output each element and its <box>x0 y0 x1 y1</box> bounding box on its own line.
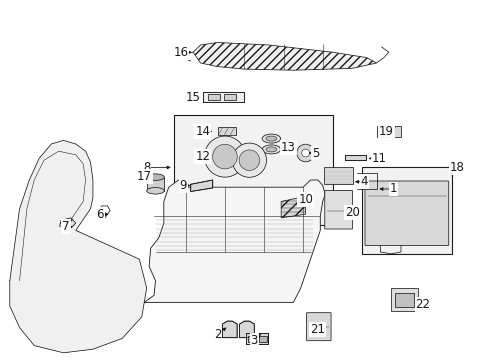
Circle shape <box>212 144 237 169</box>
Bar <box>259 336 266 342</box>
Text: 16: 16 <box>173 46 188 59</box>
Bar <box>394 293 413 307</box>
Text: 5: 5 <box>311 147 319 159</box>
Text: 3: 3 <box>250 334 258 347</box>
Text: 10: 10 <box>298 193 312 206</box>
Ellipse shape <box>146 188 164 194</box>
Polygon shape <box>281 196 305 218</box>
Polygon shape <box>60 218 76 230</box>
Bar <box>248 336 255 342</box>
Bar <box>173 115 332 225</box>
Circle shape <box>232 143 266 177</box>
Bar <box>224 94 236 100</box>
Ellipse shape <box>265 136 276 141</box>
Text: 18: 18 <box>449 161 464 174</box>
Circle shape <box>296 144 314 162</box>
Bar <box>390 288 417 311</box>
Circle shape <box>204 136 245 177</box>
Text: 22: 22 <box>415 298 429 311</box>
Ellipse shape <box>262 145 280 154</box>
Text: 13: 13 <box>281 141 295 154</box>
Text: 9: 9 <box>179 179 187 192</box>
Polygon shape <box>239 321 254 338</box>
Polygon shape <box>193 42 376 70</box>
Text: 15: 15 <box>185 91 200 104</box>
Text: 17: 17 <box>137 170 151 183</box>
Text: 1: 1 <box>389 183 397 195</box>
Text: 4: 4 <box>360 175 367 188</box>
Text: 14: 14 <box>195 125 210 138</box>
Polygon shape <box>203 92 244 102</box>
Text: 2: 2 <box>213 328 221 341</box>
Polygon shape <box>190 180 212 192</box>
Ellipse shape <box>146 174 164 180</box>
Bar <box>217 127 236 135</box>
Text: 6: 6 <box>96 208 104 221</box>
FancyBboxPatch shape <box>364 181 448 246</box>
Text: 7: 7 <box>62 220 70 233</box>
Ellipse shape <box>265 147 276 152</box>
Text: 21: 21 <box>310 323 325 336</box>
FancyBboxPatch shape <box>306 313 330 341</box>
Polygon shape <box>144 180 325 302</box>
Bar <box>146 177 164 191</box>
Text: 20: 20 <box>344 206 359 219</box>
Text: 11: 11 <box>371 152 386 165</box>
Bar <box>207 94 220 100</box>
Polygon shape <box>10 140 146 353</box>
Bar <box>376 126 400 137</box>
Circle shape <box>301 149 309 157</box>
Polygon shape <box>222 321 237 338</box>
Circle shape <box>239 150 259 171</box>
Text: 8: 8 <box>142 161 150 174</box>
Text: 12: 12 <box>195 150 210 163</box>
Polygon shape <box>246 333 267 344</box>
Bar <box>323 167 352 184</box>
Bar <box>361 167 451 254</box>
Ellipse shape <box>262 134 280 143</box>
FancyBboxPatch shape <box>324 190 352 229</box>
Text: 19: 19 <box>378 125 393 138</box>
Polygon shape <box>344 155 365 160</box>
